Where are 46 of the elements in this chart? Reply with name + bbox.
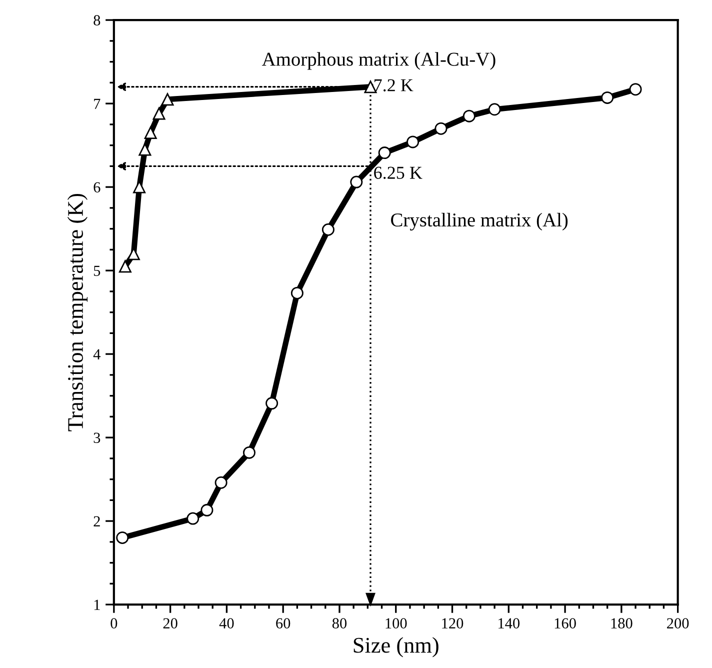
- point: [214, 476, 228, 489]
- point: [322, 223, 334, 236]
- x-tick-label: 200: [667, 618, 689, 628]
- x-tick-label: 160: [554, 618, 576, 628]
- point: [243, 446, 256, 459]
- y-tick-label: 5: [94, 266, 100, 276]
- x-tick-label: 40: [219, 618, 234, 628]
- y-tick-label: 8: [94, 15, 100, 26]
- point: [144, 126, 157, 140]
- y-tick-label: 4: [93, 349, 100, 360]
- point: [138, 143, 152, 156]
- x-axis-title: Size (nm): [354, 637, 438, 658]
- x-tick-label: 140: [498, 618, 520, 628]
- point: [434, 122, 448, 135]
- x-tick-label: 80: [332, 618, 347, 628]
- point: [290, 286, 304, 300]
- point: [350, 176, 363, 188]
- annotation: 6.25 K: [374, 166, 422, 179]
- series-label: Amorphous matrix (Al-Cu-V): [262, 52, 496, 70]
- point: [161, 93, 174, 106]
- point: [118, 260, 132, 273]
- point: [116, 531, 129, 544]
- text: Crystalline matrix (Al): [391, 212, 568, 231]
- y-tick-label: 2: [94, 516, 100, 526]
- x-tick-label: 0: [110, 618, 118, 628]
- y-tick-label: 1: [94, 600, 100, 610]
- point: [186, 512, 200, 525]
- y-tick-label: 7: [94, 98, 100, 109]
- point: [152, 107, 166, 120]
- x-tick-label: 180: [611, 618, 632, 628]
- point: [629, 83, 642, 96]
- point: [406, 136, 420, 148]
- x-tick-label: 20: [163, 618, 178, 628]
- point: [378, 146, 391, 160]
- point: [601, 91, 614, 104]
- y-tick-label: 6: [94, 182, 100, 192]
- x-tick-label: 60: [276, 618, 290, 628]
- point: [200, 504, 214, 516]
- y-axis-title: Transition temperature (K): [67, 194, 88, 432]
- point: [488, 103, 501, 116]
- annotation: 7.2 K: [374, 79, 414, 92]
- y-tick-label: 3: [94, 432, 100, 443]
- point: [266, 397, 278, 410]
- point: [462, 110, 476, 122]
- x-tick-label: 120: [442, 618, 464, 628]
- x-tick-label: 100: [386, 618, 407, 628]
